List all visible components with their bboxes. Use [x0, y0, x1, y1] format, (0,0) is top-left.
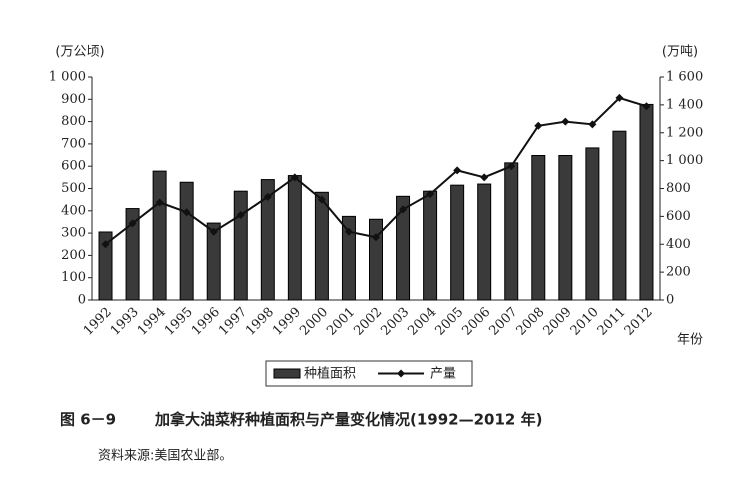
marker: [209, 227, 218, 236]
bar: [396, 195, 411, 301]
marker: [534, 121, 543, 130]
x-tick-label: 2011: [595, 305, 629, 339]
bar: [477, 183, 492, 301]
bar: [585, 147, 600, 301]
x-tick-label: 2005: [432, 305, 466, 339]
marker: [399, 205, 408, 214]
y-axis-label: (万公顷): [55, 45, 104, 60]
y-tick-label: 700: [61, 136, 86, 151]
source: 资料来源:美国农业部。: [98, 449, 232, 464]
marker: [317, 195, 326, 204]
x-tick-label: 2004: [405, 305, 439, 339]
bar: [531, 154, 546, 301]
bar: [152, 170, 167, 301]
marker: [453, 166, 462, 175]
bar: [423, 190, 438, 301]
bar: [206, 222, 221, 301]
legend-swatch: [273, 368, 301, 379]
x-tick-label: 2009: [541, 305, 575, 339]
marker: [480, 173, 489, 182]
bar: [125, 208, 140, 301]
x-tick-label: 1996: [189, 305, 223, 339]
marker: [290, 173, 299, 182]
y2-tick-label: 1 600: [666, 70, 703, 85]
figure-number: 图 6－9: [60, 411, 116, 429]
bar: [287, 175, 302, 301]
bar: [612, 130, 627, 301]
bar: [639, 103, 654, 301]
y2-tick-label: 600: [666, 209, 691, 224]
marker: [372, 233, 380, 242]
marker: [155, 198, 164, 207]
x-tick-label: 1997: [216, 305, 250, 339]
bar: [233, 190, 248, 301]
marker: [236, 210, 245, 219]
bar: [260, 179, 275, 301]
y2-tick-label: 800: [666, 181, 691, 196]
y-tick-label: 1 000: [49, 70, 86, 85]
x-tick-label: 1992: [81, 305, 115, 339]
x-tick-label: 2002: [351, 305, 385, 339]
y2-tick-label: 1 000: [666, 153, 703, 168]
bar: [98, 231, 113, 301]
x-tick-label: 2012: [622, 305, 656, 339]
y2-tick-label: 1 400: [666, 97, 703, 112]
y-tick-label: 200: [61, 248, 86, 263]
y-tick-label: 600: [61, 159, 86, 174]
y-tick-label: 400: [61, 203, 86, 218]
bar: [179, 181, 194, 301]
marker: [426, 190, 435, 199]
y2-tick-label: 1 200: [666, 125, 703, 140]
x-tick-label: 2006: [459, 305, 493, 339]
marker: [263, 192, 272, 201]
y2-tick-label: 200: [666, 265, 691, 280]
marker: [642, 102, 651, 111]
x-tick-label: 2010: [568, 305, 602, 339]
x-tick-label: 2000: [297, 305, 331, 339]
y-tick-label: 800: [61, 114, 86, 129]
chart-title: 加拿大油菜籽种植面积与产量变化情况(1992—2012 年): [154, 411, 542, 429]
marker: [344, 227, 353, 236]
bar: [341, 215, 356, 301]
marker: [615, 93, 624, 102]
marker: [128, 219, 137, 228]
legend-marker: [397, 369, 406, 378]
y2-tick-label: 400: [666, 237, 691, 252]
legend-label: 种植面积: [304, 367, 356, 382]
y-tick-label: 900: [61, 92, 86, 107]
x-tick-label: 2007: [487, 305, 521, 339]
x-tick-label: 2001: [324, 305, 358, 339]
marker: [507, 162, 516, 171]
bar: [504, 162, 519, 301]
x-tick-label: 2008: [514, 305, 548, 339]
marker: [588, 120, 597, 129]
bar: [369, 218, 383, 301]
y2-axis-label: (万吨): [662, 45, 698, 60]
y-tick-label: 500: [61, 181, 86, 196]
x-tick-label: 1999: [270, 305, 304, 339]
bar: [558, 154, 573, 301]
x-tick-label: 1995: [162, 305, 196, 339]
y2-tick-label: 0: [666, 293, 674, 308]
x-axis-label: 年份: [677, 333, 703, 348]
bar: [450, 184, 465, 301]
marker: [182, 208, 191, 217]
bar: [314, 191, 329, 301]
y-tick-label: 0: [78, 293, 86, 308]
x-tick-label: 1998: [243, 305, 277, 339]
marker: [101, 240, 110, 249]
marker: [561, 117, 570, 126]
legend-box: [265, 360, 473, 387]
legend-label: 产量: [430, 367, 456, 382]
x-tick-label: 2003: [378, 305, 412, 339]
x-tick-label: 1993: [108, 305, 142, 339]
x-tick-label: 1994: [135, 305, 169, 339]
y-tick-label: 300: [61, 226, 86, 241]
y-tick-label: 100: [61, 270, 86, 285]
